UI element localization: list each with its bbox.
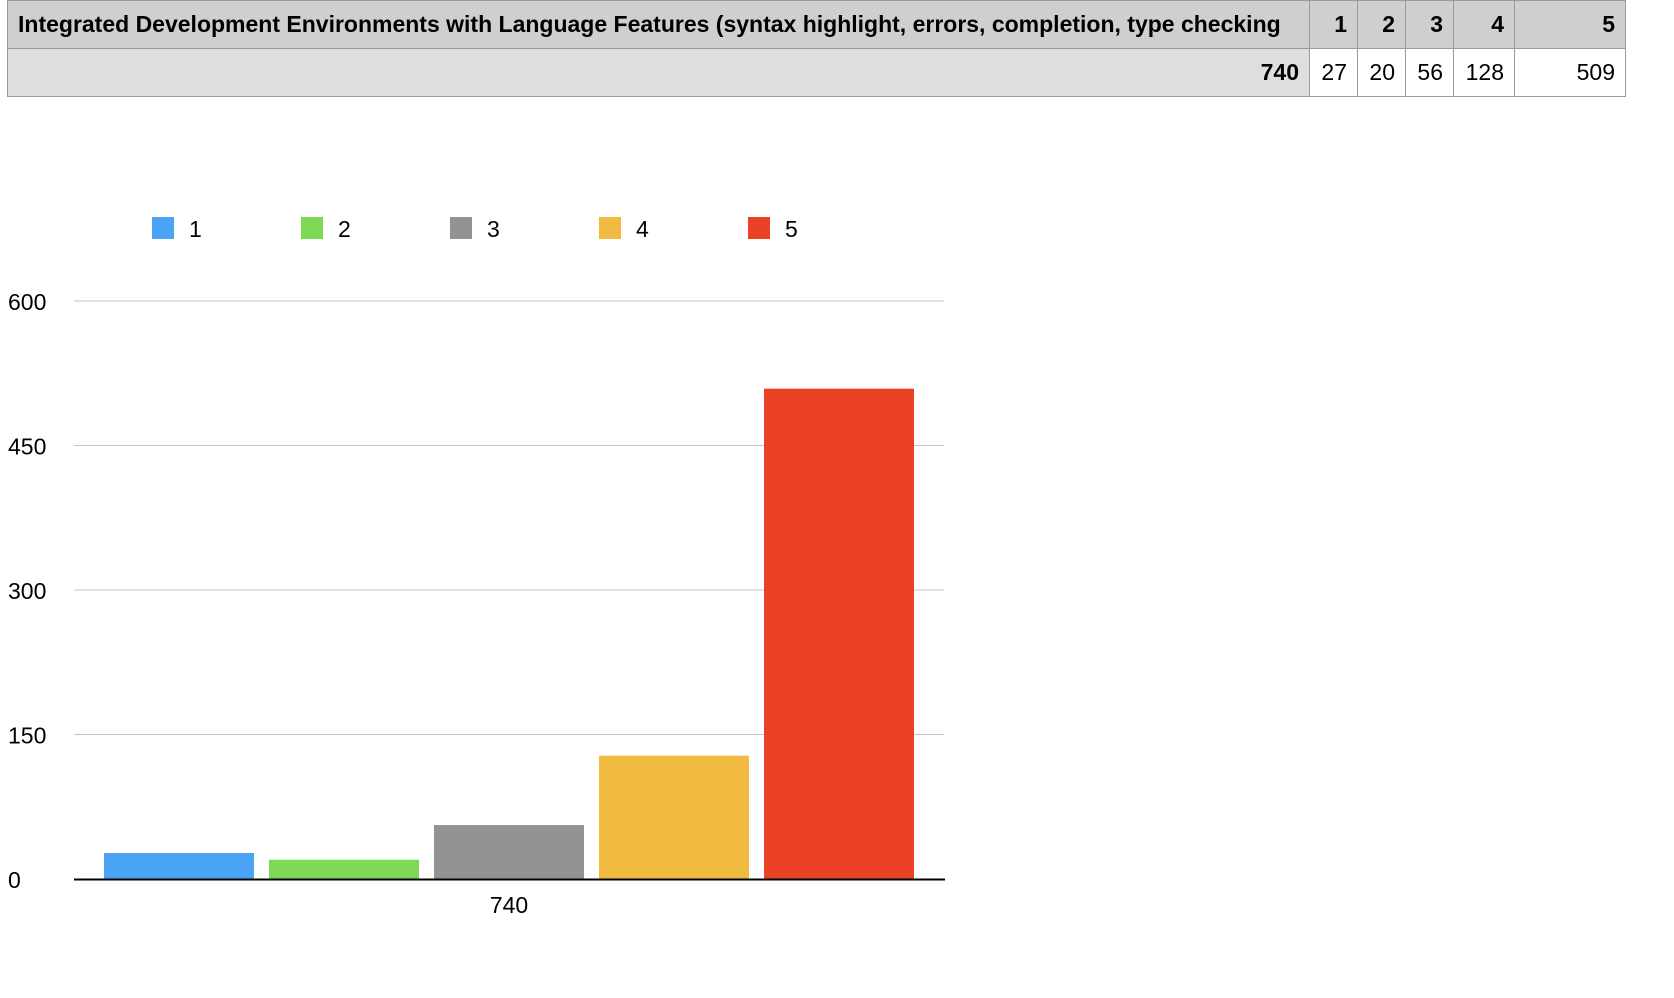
legend-swatch-2 bbox=[301, 217, 323, 239]
column-header-3[interactable]: 3 bbox=[1405, 0, 1454, 49]
legend-label-4: 4 bbox=[636, 216, 649, 242]
chart-bars bbox=[104, 388, 914, 879]
table-cell-3[interactable]: 56 bbox=[1405, 48, 1454, 97]
column-header-4[interactable]: 4 bbox=[1453, 0, 1515, 49]
bar-series-3[interactable] bbox=[434, 825, 584, 879]
y-tick-label-300: 300 bbox=[8, 578, 46, 604]
bar-series-2[interactable] bbox=[269, 859, 419, 879]
x-category-label: 740 bbox=[490, 892, 528, 918]
y-axis-ticks: 0 150 300 450 600 bbox=[8, 289, 46, 893]
column-header-5[interactable]: 5 bbox=[1514, 0, 1626, 49]
chart-legend: 1 2 3 4 5 bbox=[152, 216, 798, 242]
legend-swatch-3 bbox=[450, 217, 472, 239]
y-tick-label-600: 600 bbox=[8, 289, 46, 315]
legend-swatch-5 bbox=[748, 217, 770, 239]
row-header-cell[interactable]: 740 bbox=[7, 48, 1310, 97]
bar-series-5[interactable] bbox=[764, 388, 914, 879]
data-table: Integrated Development Environments with… bbox=[7, 0, 1626, 97]
table-cell-2[interactable]: 20 bbox=[1357, 48, 1406, 97]
table-header-row: Integrated Development Environments with… bbox=[7, 0, 1626, 49]
table-row: 740 27 20 56 128 509 bbox=[7, 48, 1626, 97]
bar-chart[interactable]: 1 2 3 4 5 0 150 300 450 600 740 bbox=[0, 170, 1030, 970]
column-header-1[interactable]: 1 bbox=[1309, 0, 1358, 49]
legend-label-3: 3 bbox=[487, 216, 500, 242]
legend-swatch-4 bbox=[599, 217, 621, 239]
y-tick-label-150: 150 bbox=[8, 723, 46, 749]
legend-label-1: 1 bbox=[189, 216, 202, 242]
legend-swatch-1 bbox=[152, 217, 174, 239]
x-axis-categories: 740 bbox=[490, 892, 528, 918]
legend-label-2: 2 bbox=[338, 216, 351, 242]
bar-series-1[interactable] bbox=[104, 852, 254, 879]
legend-label-5: 5 bbox=[785, 216, 798, 242]
y-tick-label-0: 0 bbox=[8, 867, 21, 893]
table-cell-1[interactable]: 27 bbox=[1309, 48, 1358, 97]
column-header-2[interactable]: 2 bbox=[1357, 0, 1406, 49]
y-tick-label-450: 450 bbox=[8, 434, 46, 460]
bar-series-4[interactable] bbox=[599, 755, 749, 879]
table-title-cell[interactable]: Integrated Development Environments with… bbox=[7, 0, 1310, 49]
table-cell-4[interactable]: 128 bbox=[1453, 48, 1515, 97]
table-cell-5[interactable]: 509 bbox=[1514, 48, 1626, 97]
